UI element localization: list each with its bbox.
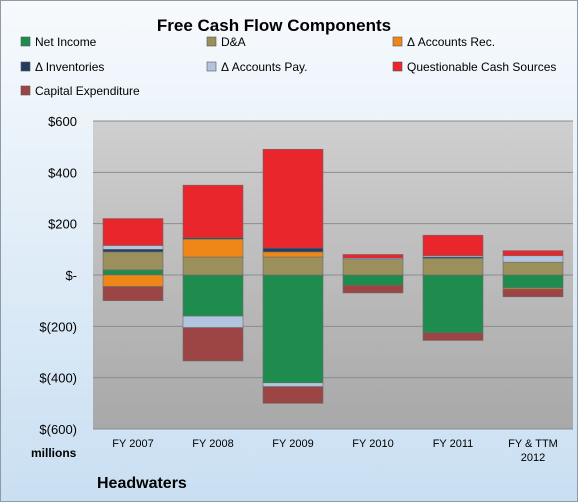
- grid-lines: [93, 120, 573, 430]
- legend-label-delta-accounts-rec: Δ Accounts Rec.: [407, 35, 495, 49]
- bar-questionable-cash-sources-fy-2007: [102, 218, 164, 246]
- legend-swatch-delta-accounts-rec: [392, 36, 403, 47]
- legend-label-capital-expenditure: Capital Expenditure: [35, 84, 140, 98]
- company-name: Headwaters: [97, 475, 187, 492]
- bar-delta-accounts-rec-fy-2009: [262, 251, 324, 258]
- bar-delta-accounts-rec-fy-2007: [102, 274, 164, 287]
- bar-delta-inventories-fy-2009: [262, 247, 324, 253]
- bar-delta-accounts-pay-fy-2007: [102, 245, 164, 250]
- y-tick-label: $600: [48, 114, 77, 129]
- bar-net-income-fy-2008: [182, 274, 244, 317]
- y-tick-label: $(600): [39, 422, 77, 437]
- bar-questionable-cash-sources-fy-2011: [422, 234, 484, 257]
- bar-net-income-fy-2009: [262, 274, 324, 384]
- x-tick-label: FY & TTM 2012: [508, 438, 558, 464]
- bar-net-income-fy-2007: [102, 269, 164, 276]
- chart-title: Free Cash Flow Components: [157, 16, 391, 35]
- bar-capital-expenditure-fy-2009: [262, 386, 324, 404]
- y-unit-label: millions: [31, 446, 77, 460]
- bar-d-a-fy-ttm-2012: [502, 261, 564, 276]
- y-tick-label: $-: [65, 268, 77, 283]
- bar-d-a-fy-2009: [262, 256, 324, 276]
- bar-questionable-cash-sources-fy-2010: [342, 254, 404, 259]
- bar-net-income-fy-2010: [342, 274, 404, 286]
- x-tick-label: FY 2008: [192, 438, 233, 450]
- legend-swatch-net-income: [20, 36, 31, 47]
- bar-delta-accounts-rec-fy-2008: [182, 238, 244, 258]
- legend-swatch-delta-inventories: [20, 61, 31, 72]
- bar-d-a-fy-2007: [102, 251, 164, 271]
- y-tick-label: $(200): [39, 319, 77, 334]
- bar-net-income-fy-ttm-2012: [502, 274, 564, 289]
- legend-label-delta-accounts-pay: Δ Accounts Pay.: [221, 60, 308, 74]
- bar-delta-accounts-pay-fy-ttm-2012: [502, 255, 564, 263]
- x-tick-label: FY 2011: [433, 438, 474, 450]
- x-axis-ticks: FY 2007 FY 2008 FY 2009 FY 2010 FY 2011 FY & …: [112, 438, 558, 464]
- x-tick-label: FY 2010: [352, 438, 393, 450]
- bar-delta-accounts-pay-fy-2009: [262, 382, 324, 387]
- bar-net-income-fy-2011: [422, 274, 484, 334]
- bar-capital-expenditure-fy-2010: [342, 284, 404, 294]
- bar-capital-expenditure-fy-ttm-2012: [502, 288, 564, 298]
- bar-questionable-cash-sources-fy-2008: [182, 184, 244, 239]
- y-tick-label: $(400): [39, 371, 77, 386]
- legend-swatch-d-a: [206, 36, 217, 47]
- bar-delta-accounts-pay-fy-2008: [182, 315, 244, 328]
- bar-capital-expenditure-fy-2011: [422, 332, 484, 341]
- bar-d-a-fy-2010: [342, 259, 404, 276]
- legend-label-questionable-cash-sources: Questionable Cash Sources: [407, 60, 556, 74]
- bar-delta-inventories-fy-2007: [102, 249, 164, 253]
- legend-swatch-delta-accounts-pay: [206, 61, 217, 72]
- legend-label-d-a: D&A: [221, 35, 246, 49]
- legend-label-net-income: Net Income: [35, 35, 97, 49]
- bars: [102, 148, 564, 404]
- y-axis-ticks: $600 $400 $200 $- $(200) $(400) $(600): [39, 114, 77, 437]
- legend-swatch-questionable-cash-sources: [392, 61, 403, 72]
- x-tick-label: FY 2009: [272, 438, 313, 450]
- bar-capital-expenditure-fy-2008: [182, 327, 244, 362]
- y-tick-label: $400: [48, 165, 77, 180]
- legend-label-delta-inventories: Δ Inventories: [35, 60, 104, 74]
- legend-swatch-capital-expenditure: [20, 85, 31, 96]
- legend: Net Income D&A Δ Accounts Rec. Δ Inventorie…: [20, 35, 556, 98]
- bar-d-a-fy-2011: [422, 258, 484, 276]
- bar-questionable-cash-sources-fy-2009: [262, 148, 324, 249]
- bar-capital-expenditure-fy-2007: [102, 286, 164, 301]
- bar-d-a-fy-2008: [182, 256, 244, 276]
- x-tick-label: FY 2007: [112, 438, 153, 450]
- bar-questionable-cash-sources-fy-ttm-2012: [502, 250, 564, 257]
- y-tick-label: $200: [48, 217, 77, 232]
